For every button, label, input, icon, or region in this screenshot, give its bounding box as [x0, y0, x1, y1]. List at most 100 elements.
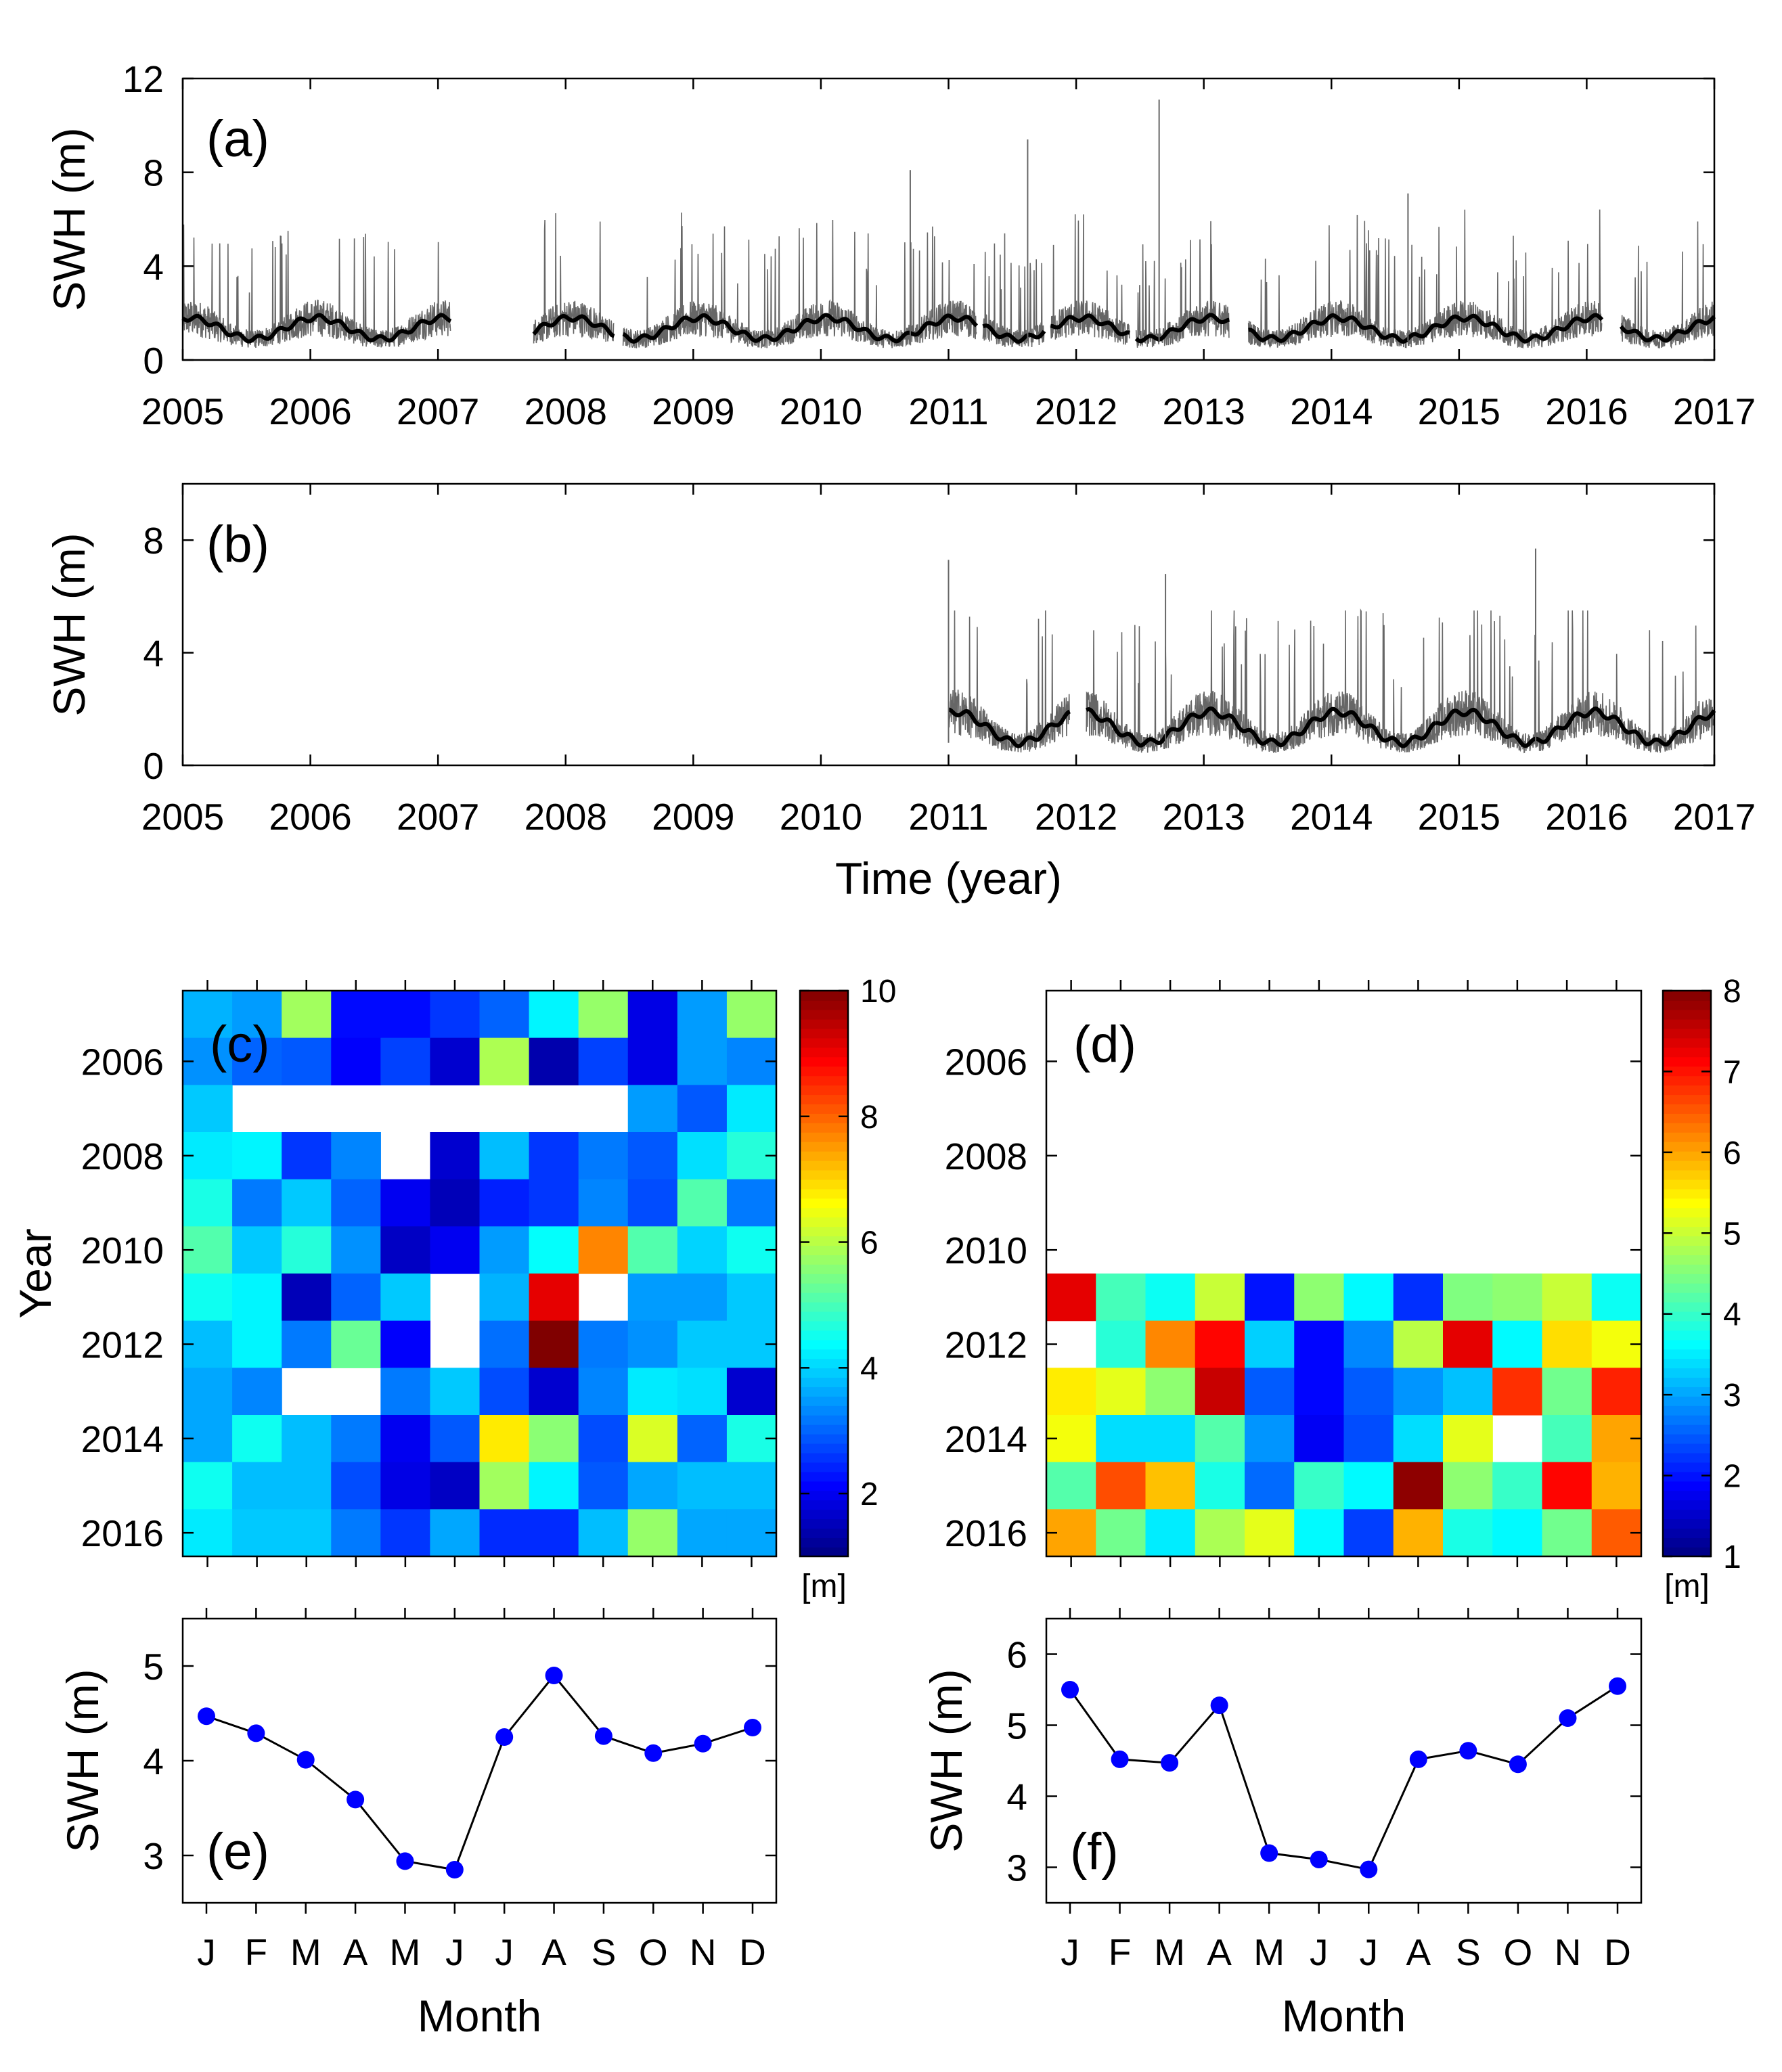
y-tick-label: 4 — [1006, 1776, 1027, 1818]
heatmap-cell — [1195, 1415, 1245, 1463]
monthly-mean-point — [545, 1667, 563, 1684]
y-tick-label: 2010 — [81, 1230, 164, 1271]
monthly-mean-point — [1609, 1677, 1626, 1695]
swh-series-b-segment — [948, 610, 1070, 752]
colorbar-step — [1663, 1037, 1711, 1048]
heatmap-cell — [578, 991, 629, 1039]
x-tick-label: 2017 — [1673, 390, 1756, 432]
monthly-mean-point — [694, 1734, 712, 1753]
colorbar-step — [1663, 1056, 1711, 1067]
heatmap-cell — [1195, 1509, 1245, 1557]
heatmap-cell — [677, 991, 728, 1039]
month-tick-label: J — [1360, 1931, 1379, 1973]
heatmap-cell — [380, 1509, 431, 1557]
heatmap-cell — [578, 1179, 629, 1227]
heatmap-cell — [677, 1037, 728, 1085]
heatmap-cell — [479, 1132, 530, 1180]
heatmap-cell — [627, 1037, 678, 1085]
x-tick-label: 2009 — [652, 796, 734, 838]
colorbar-c: 2 4 6 8 10 [m] — [799, 974, 896, 1604]
heatmap-cell — [627, 1179, 678, 1227]
month-tick-label: A — [541, 1931, 566, 1973]
heatmap-cell — [677, 1509, 728, 1557]
heatmap-cell — [331, 1320, 381, 1368]
y-tick-label: 2014 — [945, 1418, 1027, 1460]
colorbar-step — [800, 1452, 848, 1463]
y-tick-label: 8 — [143, 152, 164, 194]
colorbar-step — [800, 991, 848, 1001]
colorbar-step — [1663, 1075, 1711, 1086]
colorbar-tick-label: 2 — [860, 1477, 878, 1512]
heatmap-cell — [529, 1132, 579, 1180]
panel-d: 2006 2008 2010 2012 2014 2016 (d) 1 2 3 4 5 6 7 8 [m] — [945, 974, 1741, 1604]
colorbar-step — [800, 1028, 848, 1039]
swh-series-b-segment — [1435, 610, 1715, 754]
heatmap-cell — [282, 1037, 332, 1085]
x-tick-label: 2013 — [1162, 390, 1245, 432]
colorbar-step — [800, 1292, 848, 1303]
heatmap-cell — [183, 1179, 233, 1227]
colorbar-tick-label: 4 — [1723, 1297, 1741, 1333]
colorbar-tick-label: 3 — [1723, 1378, 1741, 1414]
heatmap-cell — [1145, 1509, 1196, 1557]
colorbar-tick-label: 6 — [860, 1225, 878, 1261]
colorbar-step — [1663, 1264, 1711, 1274]
colorbar-step — [1663, 1018, 1711, 1029]
colorbar-tick-label: 7 — [1723, 1054, 1741, 1090]
colorbar-step — [1663, 1405, 1711, 1416]
axes-frame-c — [181, 989, 778, 1558]
heatmap-cell — [1294, 1462, 1345, 1510]
colorbar-step — [1663, 1132, 1711, 1142]
x-tick-label: 2010 — [780, 796, 862, 838]
colorbar-tick-label: 2 — [1723, 1459, 1741, 1495]
colorbar-step — [800, 1245, 848, 1255]
x-tick-label: 2007 — [397, 390, 479, 432]
y-tick-label: 2006 — [945, 1041, 1027, 1083]
heatmap-cell — [1195, 1462, 1245, 1510]
heatmap-cell — [1195, 1320, 1245, 1368]
swh-series-a-segment — [533, 213, 615, 344]
heatmap-cell — [1443, 1509, 1493, 1557]
heatmap-cell — [430, 1368, 481, 1416]
heatmap-cell — [430, 1462, 481, 1510]
heatmap-cell — [627, 1509, 678, 1557]
colorbar-tick-label: 8 — [1723, 974, 1741, 1010]
panel-label: (d) — [1073, 1016, 1136, 1073]
heatmap-cell — [1245, 1368, 1295, 1416]
heatmap-cell — [529, 1368, 579, 1416]
y-tick-label: 5 — [143, 1646, 164, 1688]
heatmap-cell — [430, 1037, 481, 1085]
heatmap-cell — [529, 1179, 579, 1227]
monthly-mean-point — [347, 1791, 365, 1809]
heatmap-cell — [677, 1274, 728, 1322]
monthly-mean-point — [1111, 1750, 1129, 1768]
smoothed-mean-a — [181, 313, 452, 344]
y-tick-label: 6 — [1006, 1634, 1027, 1676]
smoothed-mean-a — [1050, 313, 1130, 337]
monthly-mean-point — [198, 1707, 215, 1726]
colorbar-step — [1663, 1490, 1711, 1501]
heatmap-cell — [726, 1085, 777, 1133]
heatmap-cell — [1294, 1509, 1345, 1557]
colorbar-step — [800, 1528, 848, 1538]
heatmap-cell — [232, 1415, 282, 1463]
colorbar-step — [800, 1226, 848, 1237]
colorbar-step — [1663, 1500, 1711, 1510]
colorbar-step — [1663, 1481, 1711, 1491]
colorbar-d: 1 2 3 4 5 6 7 8 [m] — [1662, 974, 1741, 1604]
colorbar-step — [800, 1207, 848, 1218]
heatmap-cell — [331, 1226, 381, 1274]
heatmap-cell — [1542, 1274, 1592, 1322]
heatmap-cell — [183, 1368, 233, 1416]
heatmap-cell — [627, 1320, 678, 1368]
heatmap-cell — [331, 1509, 381, 1557]
colorbar-step — [1663, 1518, 1711, 1529]
colorbar-step — [1663, 1179, 1711, 1190]
colorbar-step — [800, 1311, 848, 1322]
heatmap-cell — [529, 1226, 579, 1274]
colorbar-step — [800, 1274, 848, 1284]
colorbar-step — [1663, 1292, 1711, 1303]
colorbar-step — [800, 1056, 848, 1067]
